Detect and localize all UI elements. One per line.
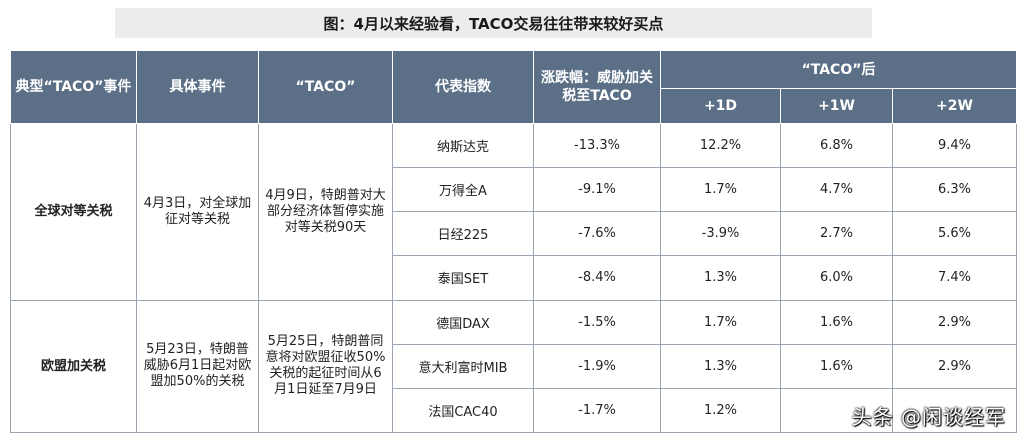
w1-cell: 6.8% bbox=[780, 122, 893, 169]
change-cell: -8.4% bbox=[533, 255, 661, 301]
w2-cell: 5.6% bbox=[891, 211, 1018, 257]
watermark-text: 头条 @闲谈经军 bbox=[851, 405, 1006, 429]
header-specific-event: 具体事件 bbox=[136, 50, 259, 124]
group-name-cell: 全球对等关税 bbox=[10, 123, 137, 301]
d1-cell: 1.3% bbox=[660, 255, 781, 301]
change-cell: -13.3% bbox=[533, 122, 661, 169]
d1-cell: 1.2% bbox=[660, 387, 781, 434]
index-cell: 日经225 bbox=[392, 211, 534, 257]
event-cell: 4月3日，对全球加征对等关税 bbox=[136, 123, 259, 301]
table-row: 泰国SET -8.4% 1.3% 6.0% 7.4% bbox=[11, 255, 1018, 301]
w2-cell: 2.9% bbox=[891, 343, 1018, 389]
header-1d: +1D bbox=[660, 88, 781, 124]
change-cell: -7.6% bbox=[533, 211, 661, 257]
taco-cell: 5月25日，特朗普同意将对欧盟征收50%关税的起征时间从6月1日延至7月9日 bbox=[258, 299, 393, 434]
w1-cell: 2.7% bbox=[780, 211, 893, 257]
header-after-taco: “TACO”后 bbox=[659, 50, 1018, 89]
w1-cell: 4.7% bbox=[780, 167, 893, 213]
taco-table: 典型“TACO”事件 具体事件 “TACO” 代表指数 涨跌幅：威胁加关税至TA… bbox=[10, 50, 1018, 434]
index-cell: 意大利富时MIB bbox=[392, 343, 534, 389]
change-cell: -1.7% bbox=[533, 387, 661, 434]
change-cell: -9.1% bbox=[533, 167, 661, 213]
table-row: 欧盟加关税 5月23日，特朗普威胁6月1日起对欧盟加50%的关税 5月25日，特… bbox=[10, 299, 1018, 434]
group-name-cell: 欧盟加关税 bbox=[10, 299, 137, 434]
table-row: 日经225 -7.6% -3.9% 2.7% 5.6% bbox=[11, 211, 1018, 257]
d1-cell: 1.3% bbox=[660, 343, 781, 389]
w2-cell: 9.4% bbox=[891, 122, 1018, 169]
w1-cell: 1.6% bbox=[780, 343, 893, 389]
w2-cell bbox=[891, 387, 1018, 434]
header-1w: +1W bbox=[780, 88, 893, 124]
header-taco-event: 典型“TACO”事件 bbox=[10, 50, 137, 124]
header-2w: +2W bbox=[891, 88, 1018, 124]
index-cell: 纳斯达克 bbox=[392, 122, 534, 169]
table-row: 意大利富时MIB -1.9% 1.3% 1.6% 2.9% bbox=[11, 343, 1018, 389]
header-taco: “TACO” bbox=[258, 50, 393, 124]
header-change: 涨跌幅：威胁加关税至TACO bbox=[533, 50, 661, 124]
w1-cell: 6.0% bbox=[780, 255, 893, 301]
index-cell: 万得全A bbox=[392, 167, 534, 213]
w2-cell: 6.3% bbox=[891, 167, 1018, 213]
d1-cell: 1.7% bbox=[660, 299, 781, 345]
index-cell: 泰国SET bbox=[392, 255, 534, 301]
change-cell: -1.9% bbox=[533, 343, 661, 389]
taco-cell: 4月9日，特朗普对大部分经济体暂停实施对等关税90天 bbox=[258, 123, 393, 301]
d1-cell: 12.2% bbox=[660, 122, 781, 169]
d1-cell: 1.7% bbox=[660, 167, 781, 213]
w2-cell: 2.9% bbox=[891, 299, 1018, 345]
index-cell: 德国DAX bbox=[392, 299, 534, 345]
table-row: 全球对等关税 4月3日，对全球加征对等关税 4月9日，特朗普对大部分经济体暂停实… bbox=[10, 122, 1018, 301]
figure-title: 图：4月以来经验看，TACO交易往往带来较好买点 bbox=[115, 8, 872, 38]
table-row: 万得全A -9.1% 1.7% 4.7% 6.3% bbox=[11, 167, 1018, 213]
w1-cell: 1.6% bbox=[780, 299, 893, 345]
change-cell: -1.5% bbox=[533, 299, 661, 345]
table-row: 法国CAC40 -1.7% 1.2% bbox=[11, 387, 1018, 434]
header-index: 代表指数 bbox=[392, 50, 534, 124]
event-cell: 5月23日，特朗普威胁6月1日起对欧盟加50%的关税 bbox=[136, 299, 259, 434]
w2-cell: 7.4% bbox=[891, 255, 1018, 301]
d1-cell: -3.9% bbox=[660, 211, 781, 257]
index-cell: 法国CAC40 bbox=[392, 387, 534, 434]
